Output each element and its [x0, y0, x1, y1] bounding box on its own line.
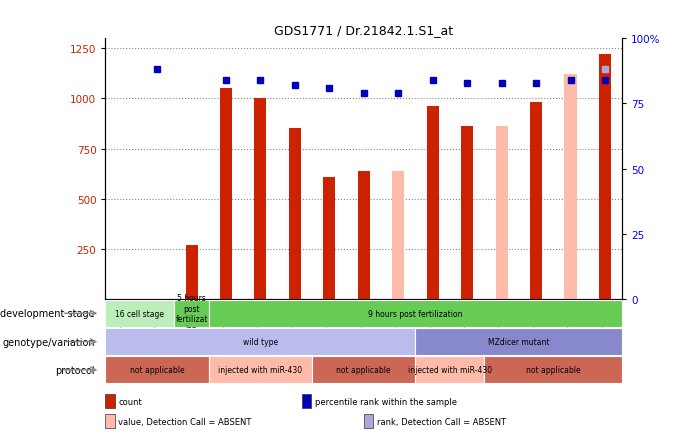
Text: 9 hours post fertilization: 9 hours post fertilization: [369, 309, 462, 318]
Text: genotype/variation: genotype/variation: [3, 337, 95, 347]
Bar: [105, 328, 415, 355]
Bar: [105, 356, 209, 384]
Title: GDS1771 / Dr.21842.1.S1_at: GDS1771 / Dr.21842.1.S1_at: [274, 23, 454, 36]
Text: injected with miR-430: injected with miR-430: [408, 365, 492, 375]
Bar: [289, 129, 301, 299]
Bar: [312, 356, 415, 384]
Bar: [254, 99, 267, 299]
Text: rank, Detection Call = ABSENT: rank, Detection Call = ABSENT: [377, 417, 506, 426]
Text: 16 cell stage: 16 cell stage: [116, 309, 165, 318]
Text: 5 hours
post
fertilizat
ion: 5 hours post fertilizat ion: [175, 293, 208, 334]
Text: not applicable: not applicable: [130, 365, 184, 375]
Bar: [364, 414, 373, 428]
Text: protocol: protocol: [56, 365, 95, 375]
Bar: [426, 107, 439, 299]
Text: development stage: development stage: [1, 309, 95, 319]
Bar: [415, 356, 484, 384]
Bar: [461, 127, 473, 299]
Text: wild type: wild type: [243, 337, 278, 346]
Text: not applicable: not applicable: [526, 365, 581, 375]
Bar: [105, 395, 115, 408]
Bar: [323, 177, 335, 299]
Text: count: count: [118, 397, 142, 406]
Text: value, Detection Call = ABSENT: value, Detection Call = ABSENT: [118, 417, 252, 426]
Bar: [105, 414, 115, 428]
Bar: [358, 171, 370, 299]
Bar: [105, 300, 174, 327]
Bar: [484, 356, 622, 384]
Text: percentile rank within the sample: percentile rank within the sample: [315, 397, 457, 406]
Bar: [392, 171, 405, 299]
Text: MZdicer mutant: MZdicer mutant: [488, 337, 549, 346]
Bar: [209, 300, 622, 327]
Bar: [599, 55, 611, 299]
Bar: [186, 245, 198, 299]
Bar: [530, 103, 542, 299]
Bar: [209, 356, 312, 384]
Bar: [564, 75, 577, 299]
Bar: [415, 328, 622, 355]
Bar: [496, 127, 508, 299]
Bar: [220, 89, 232, 299]
Text: injected with miR-430: injected with miR-430: [218, 365, 303, 375]
Bar: [302, 395, 311, 408]
Bar: [174, 300, 209, 327]
Text: not applicable: not applicable: [337, 365, 391, 375]
